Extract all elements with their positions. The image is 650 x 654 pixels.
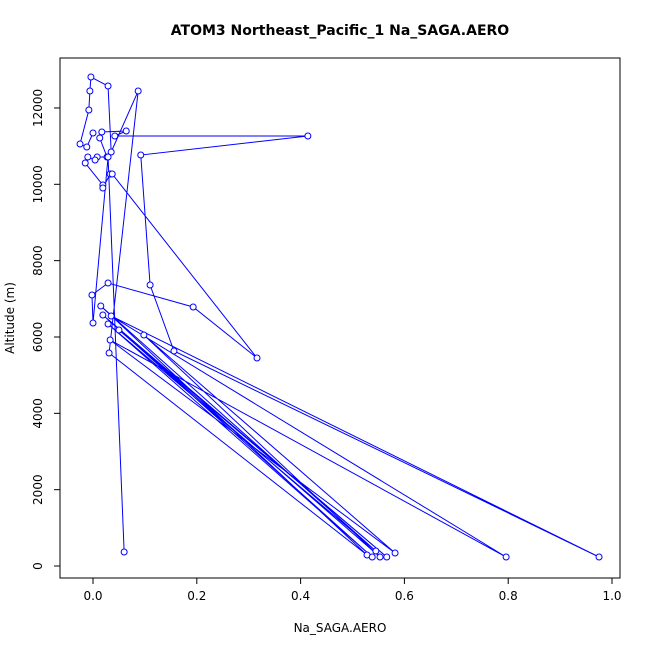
data-point xyxy=(99,184,107,192)
data-point xyxy=(253,354,261,362)
x-tick-label: 1.0 xyxy=(602,589,621,603)
data-point xyxy=(372,547,380,555)
data-point xyxy=(137,151,145,159)
data-point xyxy=(76,140,84,148)
data-point xyxy=(107,312,115,320)
data-point xyxy=(502,553,510,561)
data-point xyxy=(146,281,154,289)
data-point xyxy=(86,87,94,95)
data-point xyxy=(104,320,112,328)
y-tick-label: 2000 xyxy=(31,474,45,505)
x-tick-label: 0.4 xyxy=(291,589,310,603)
data-point xyxy=(111,132,119,140)
data-point xyxy=(83,143,91,151)
x-tick-label: 0.2 xyxy=(187,589,206,603)
data-point xyxy=(140,331,148,339)
data-point xyxy=(107,148,115,156)
chart-title: ATOM3 Northeast_Pacific_1 Na_SAGA.AERO xyxy=(171,23,509,39)
data-point xyxy=(106,336,114,344)
data-point xyxy=(108,170,116,178)
data-point xyxy=(104,153,112,161)
data-point xyxy=(376,553,384,561)
data-point xyxy=(98,128,106,136)
data-point xyxy=(170,347,178,355)
data-point xyxy=(115,326,123,334)
data-point xyxy=(104,279,112,287)
data-point xyxy=(81,159,89,167)
plot-frame xyxy=(59,57,621,579)
y-tick-label: 8000 xyxy=(31,245,45,276)
x-tick-label: 0.6 xyxy=(395,589,414,603)
y-tick-label: 4000 xyxy=(31,398,45,429)
x-axis-label: Na_SAGA.AERO xyxy=(294,621,387,635)
data-point xyxy=(595,553,603,561)
data-point xyxy=(89,129,97,137)
x-tick-label: 0.8 xyxy=(499,589,518,603)
data-point xyxy=(189,303,197,311)
data-point xyxy=(87,73,95,81)
y-tick-label: 6000 xyxy=(31,322,45,353)
data-point xyxy=(85,106,93,114)
data-point xyxy=(89,319,97,327)
y-tick-label: 10000 xyxy=(31,165,45,203)
data-point xyxy=(91,156,99,164)
data-point xyxy=(96,134,104,142)
data-point xyxy=(383,553,391,561)
data-point xyxy=(104,82,112,90)
data-point xyxy=(134,87,142,95)
data-point xyxy=(88,291,96,299)
data-point xyxy=(391,549,399,557)
x-tick-label: 0.0 xyxy=(83,589,102,603)
data-point xyxy=(84,153,92,161)
data-point xyxy=(122,127,130,135)
y-tick-label: 12000 xyxy=(31,89,45,127)
data-point xyxy=(105,349,113,357)
y-axis-label: Altitude (m) xyxy=(3,282,17,354)
y-tick-label: 0 xyxy=(31,562,45,570)
data-point xyxy=(304,132,312,140)
data-point xyxy=(368,553,376,561)
data-point xyxy=(99,311,107,319)
data-point xyxy=(97,302,105,310)
data-point xyxy=(120,548,128,556)
